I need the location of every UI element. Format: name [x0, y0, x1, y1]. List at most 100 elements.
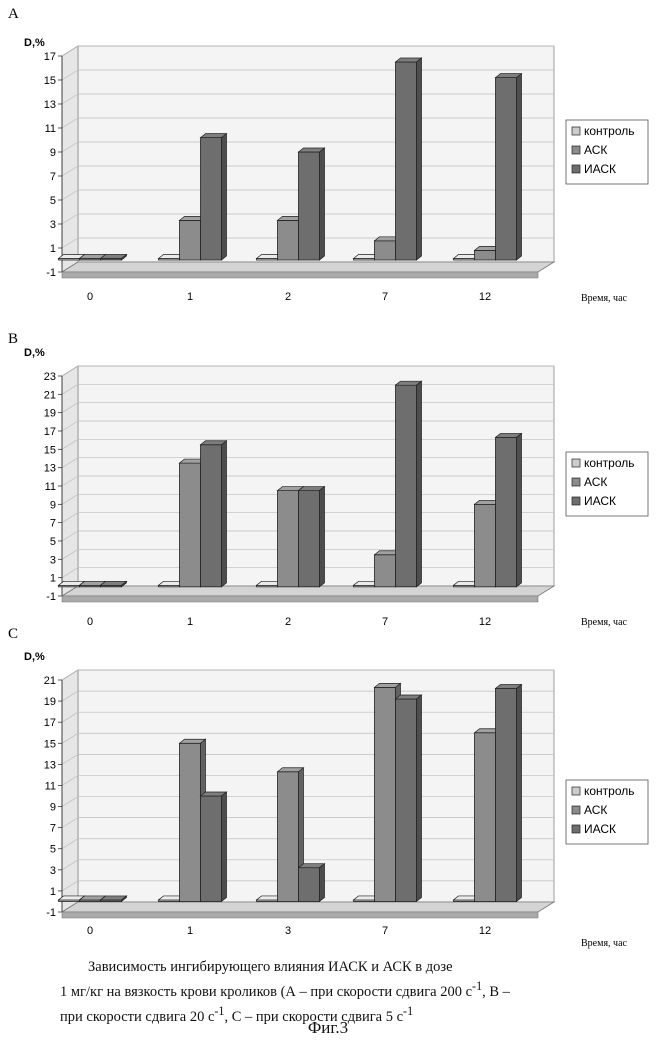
y-tick-label: 9 — [50, 147, 56, 159]
bar-ИАСК-7 — [396, 58, 422, 260]
caption-line-3-sup2: -1 — [403, 1004, 413, 1018]
bar-front — [396, 62, 417, 260]
bar-front — [496, 437, 517, 586]
y-tick-label: 15 — [44, 444, 56, 456]
y-tick-label: 17 — [44, 51, 56, 63]
bar-ИАСК-1 — [201, 441, 227, 587]
legend-entry: ИАСК — [584, 822, 616, 836]
y-tick-label: 13 — [44, 463, 56, 475]
bar-ИАСК-3 — [299, 864, 325, 902]
figure-label: Фиг.3 — [0, 1018, 656, 1038]
figure-caption: Зависимость ингибирующего влияния ИАСК и… — [60, 958, 620, 1027]
caption-line-2: 1 мг/кг на вязкость крови кроликов (А – … — [60, 977, 620, 1002]
chart-panel-b: BD,%-11357911131517192123012712Время, ча… — [8, 331, 648, 628]
y-tick-label: 21 — [44, 675, 56, 687]
panel-letter: B — [8, 331, 18, 347]
y-tick-label: 9 — [50, 499, 56, 511]
legend-swatch — [572, 478, 580, 486]
x-category-label: 12 — [479, 291, 491, 303]
legend-swatch — [572, 806, 580, 814]
panel-letter: C — [8, 626, 18, 642]
y-tick-label: 1 — [50, 243, 56, 255]
bar-front — [375, 555, 396, 587]
bar-side — [417, 58, 422, 260]
x-axis-label: Время, час — [581, 293, 628, 304]
caption-line-3-sup: -1 — [214, 1004, 224, 1018]
legend-swatch — [572, 825, 580, 833]
y-tick-label: 3 — [50, 554, 56, 566]
legend: контроль АСК ИАСК — [566, 780, 648, 844]
y-tick-label: 23 — [44, 371, 56, 383]
floor — [62, 902, 554, 912]
caption-line-2-sup: -1 — [472, 979, 482, 993]
legend-entry: контроль — [584, 784, 635, 798]
x-category-label: 2 — [285, 291, 291, 303]
bar-front — [396, 699, 417, 901]
x-category-label: 1 — [187, 616, 193, 628]
x-category-label: 1 — [187, 291, 193, 303]
caption-line-1: Зависимость ингибирующего влияния ИАСК и… — [60, 958, 620, 977]
floor — [62, 262, 554, 272]
legend-entry: АСК — [584, 803, 607, 817]
legend-swatch — [572, 165, 580, 173]
bar-front — [475, 504, 496, 587]
bar-front — [201, 445, 222, 587]
y-tick-label: 15 — [44, 75, 56, 87]
legend-entry: ИАСК — [584, 162, 616, 176]
y-tick-label: 7 — [50, 823, 56, 835]
bar-side — [222, 792, 227, 901]
figure-charts: AD,%-11357911131517012712Время, часконтр… — [0, 0, 656, 950]
legend: контрольАСКИАСК — [566, 452, 648, 516]
bar-front — [475, 250, 496, 260]
bar-front — [201, 796, 222, 901]
y-tick-label: 11 — [45, 780, 56, 792]
caption-line-2-end: , В – — [482, 984, 510, 1000]
legend-entry: АСК — [584, 143, 607, 157]
y-tick-label: 17 — [44, 717, 56, 729]
bar-front — [396, 385, 417, 587]
legend-entry: контроль — [584, 456, 635, 470]
bar-front — [201, 138, 222, 260]
bar-side — [320, 148, 325, 260]
legend-swatch — [572, 497, 580, 505]
x-category-label: 1 — [187, 925, 193, 937]
x-category-label: 2 — [285, 616, 291, 628]
y-tick-label: 5 — [50, 536, 56, 548]
bar-front — [278, 772, 299, 902]
y-tick-label: 7 — [50, 518, 56, 530]
y-tick-label: 19 — [44, 696, 56, 708]
bar-front — [375, 241, 396, 260]
legend-entry: АСК — [584, 475, 607, 489]
y-axis-label: D,% — [24, 37, 45, 49]
side-wall — [62, 670, 78, 912]
bar-front — [375, 687, 396, 901]
bar-side — [320, 487, 325, 587]
x-category-label: 7 — [382, 925, 388, 937]
y-tick-label: 19 — [44, 408, 56, 420]
y-tick-label: 5 — [50, 195, 56, 207]
bar-ИАСК-2 — [299, 148, 325, 260]
bar-ИАСК-1 — [201, 792, 227, 901]
bar-front — [299, 868, 320, 902]
y-tick-label: 1 — [50, 573, 56, 585]
bar-front — [180, 743, 201, 901]
y-axis-label: D,% — [24, 651, 45, 663]
bar-front — [278, 220, 299, 260]
y-tick-label: 1 — [50, 886, 56, 898]
y-tick-label: 3 — [50, 219, 56, 231]
bar-side — [517, 684, 522, 901]
bar-side — [517, 74, 522, 260]
x-category-label: 0 — [87, 616, 93, 628]
legend-swatch — [572, 146, 580, 154]
bar-ИАСК-12 — [496, 433, 522, 586]
legend-swatch — [572, 459, 580, 467]
floor — [62, 586, 554, 596]
legend-swatch — [572, 787, 580, 795]
bar-side — [417, 695, 422, 901]
y-tick-label: 9 — [50, 802, 56, 814]
bar-front — [180, 463, 201, 587]
bar-ИАСК-7 — [396, 381, 422, 587]
bar-front — [299, 491, 320, 587]
x-category-label: 3 — [285, 925, 291, 937]
y-tick-label: -1 — [46, 907, 56, 919]
